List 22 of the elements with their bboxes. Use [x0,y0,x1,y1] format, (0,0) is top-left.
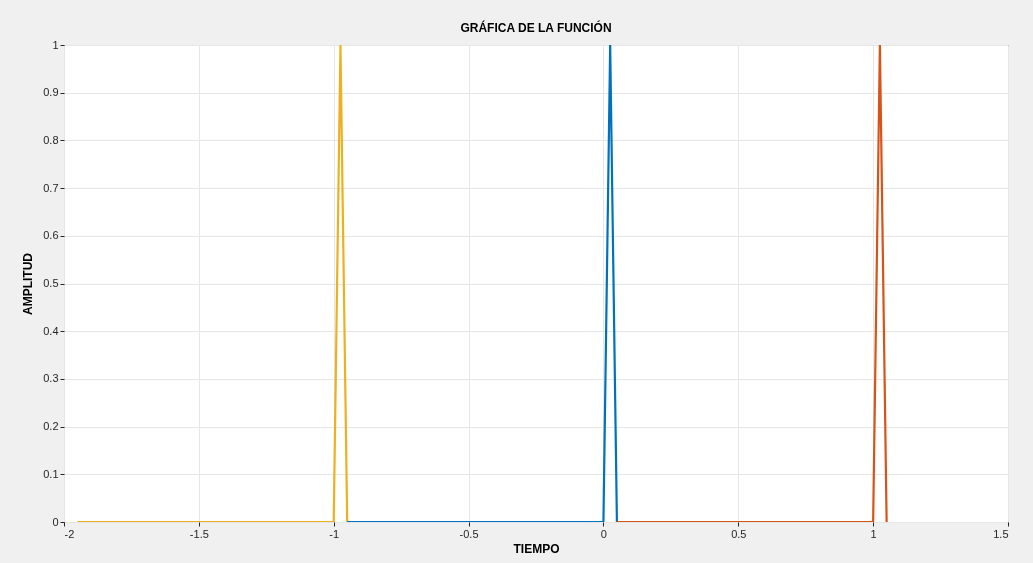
x-tick-label: 0 [600,527,607,540]
y-tick-label: 1 [52,38,59,51]
y-tick-label: 0 [52,515,59,528]
x-tick-label: -1 [329,527,340,540]
y-tick-label: 0.8 [43,133,59,146]
chart-title: GRÁFICA DE LA FUNCIÓN [460,20,612,35]
y-tick-label: 0.9 [43,86,59,99]
y-tick-label: 0.2 [43,420,59,433]
y-tick-label: 0.1 [43,467,59,480]
x-axis-title: TIEMPO [513,541,560,556]
y-axis-title: AMPLITUD [21,252,36,315]
y-tick-label: 0.5 [43,277,59,289]
y-tick-label: 0.6 [43,229,59,242]
x-tick-label: 1 [870,527,877,540]
y-tick-label: 0.4 [43,324,59,337]
x-tick-label: 0.5 [731,527,747,540]
y-tick-label: 0.3 [43,372,59,385]
x-tick-label: -2 [64,527,75,540]
x-tick-label: 1.5 [993,527,1009,540]
x-tick-label: -1.5 [189,527,209,540]
x-tick-label: -0.5 [459,527,479,540]
y-tick-label: 0.7 [43,181,59,194]
